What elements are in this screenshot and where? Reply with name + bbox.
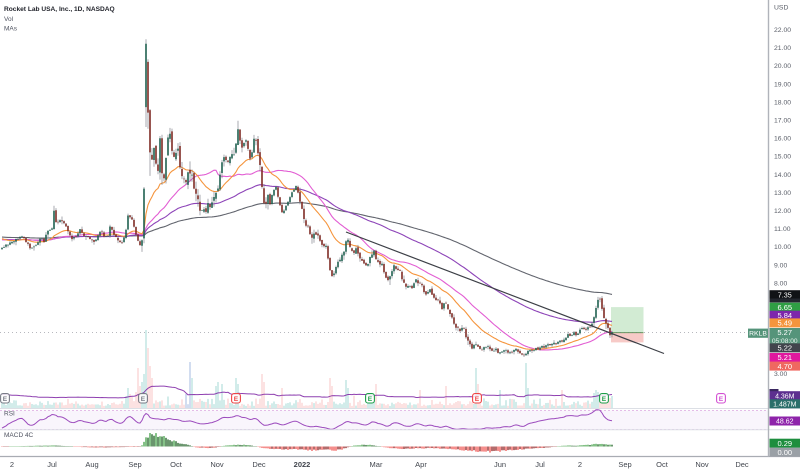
svg-text:E: E — [234, 396, 239, 403]
svg-text:13.00: 13.00 — [774, 190, 791, 197]
svg-text:0.00: 0.00 — [777, 448, 792, 457]
svg-text:E: E — [475, 396, 480, 403]
svg-text:15.00: 15.00 — [774, 154, 791, 161]
svg-text:Apr: Apr — [415, 460, 427, 469]
svg-text:11.00: 11.00 — [774, 226, 791, 233]
svg-text:6.65: 6.65 — [777, 303, 792, 312]
svg-text:E: E — [141, 396, 146, 403]
svg-text:3.00: 3.00 — [774, 371, 787, 378]
svg-text:22.00: 22.00 — [774, 27, 791, 34]
svg-text:Sep: Sep — [618, 460, 631, 469]
svg-text:5.84: 5.84 — [777, 311, 792, 320]
svg-text:Aug: Aug — [85, 460, 98, 469]
svg-text:4.36M: 4.36M — [775, 393, 795, 400]
svg-text:Mar: Mar — [370, 460, 383, 469]
svg-text:20.00: 20.00 — [774, 63, 791, 70]
svg-text:Nov: Nov — [695, 460, 709, 469]
svg-text:RKLB: RKLB — [749, 331, 767, 338]
svg-text:2: 2 — [10, 460, 14, 469]
svg-text:MACD 4C: MACD 4C — [4, 432, 34, 439]
svg-text:7.35: 7.35 — [778, 290, 792, 299]
svg-text:1.487M: 1.487M — [773, 402, 797, 409]
svg-text:5.21: 5.21 — [777, 353, 792, 362]
svg-text:E: E — [368, 396, 373, 403]
svg-text:Jun: Jun — [494, 460, 506, 469]
svg-text:E: E — [602, 396, 607, 403]
svg-text:Vol: Vol — [4, 16, 14, 23]
svg-text:14.00: 14.00 — [774, 172, 791, 179]
svg-text:18.00: 18.00 — [774, 99, 791, 106]
svg-text:19.00: 19.00 — [774, 81, 791, 88]
svg-text:Nov: Nov — [210, 460, 224, 469]
svg-text:10.00: 10.00 — [774, 244, 791, 251]
svg-text:Rocket Lab USA, Inc., 1D, NASD: Rocket Lab USA, Inc., 1D, NASDAQ — [4, 6, 115, 13]
svg-text:Dec: Dec — [735, 460, 749, 469]
svg-text:48.62: 48.62 — [776, 419, 794, 426]
svg-text:4.70: 4.70 — [777, 362, 792, 371]
svg-text:Oct: Oct — [170, 460, 183, 469]
svg-text:0.29: 0.29 — [777, 439, 792, 448]
svg-text:05:08:00: 05:08:00 — [772, 338, 798, 345]
svg-text:5.49: 5.49 — [777, 319, 792, 328]
svg-text:16.00: 16.00 — [774, 136, 791, 143]
svg-text:2: 2 — [578, 460, 582, 469]
svg-text:Jul: Jul — [47, 460, 57, 469]
svg-text:E: E — [3, 396, 8, 403]
svg-text:MAs: MAs — [4, 25, 18, 32]
svg-text:E: E — [719, 396, 724, 403]
svg-text:5.22: 5.22 — [777, 344, 792, 353]
svg-text:17.00: 17.00 — [774, 118, 791, 125]
svg-text:Dec: Dec — [252, 460, 266, 469]
svg-text:12.00: 12.00 — [774, 208, 791, 215]
svg-text:Oct: Oct — [656, 460, 669, 469]
svg-text:5.27: 5.27 — [777, 328, 792, 337]
svg-text:RSI: RSI — [4, 410, 15, 417]
svg-text:Sep: Sep — [128, 460, 141, 469]
svg-text:21.00: 21.00 — [774, 45, 791, 52]
svg-text:2022: 2022 — [294, 460, 311, 469]
svg-text:8.00: 8.00 — [774, 280, 787, 287]
svg-text:9.00: 9.00 — [774, 262, 787, 269]
svg-text:Jul: Jul — [535, 460, 545, 469]
svg-text:USD: USD — [774, 5, 788, 12]
